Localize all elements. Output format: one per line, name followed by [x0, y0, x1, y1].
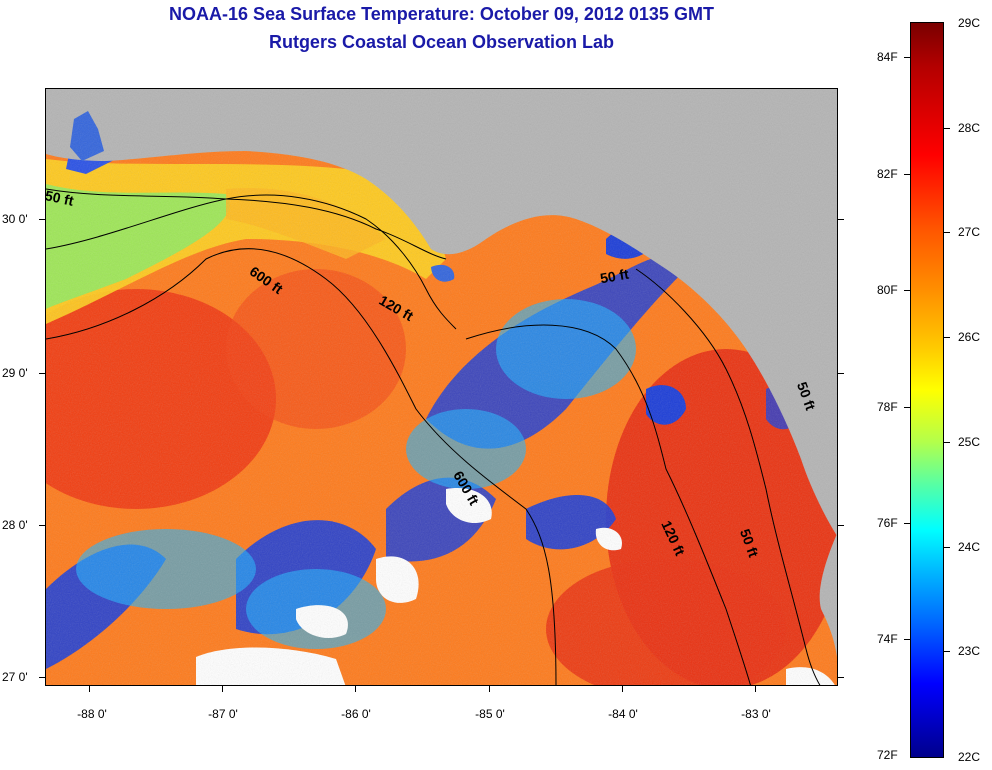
contour-50ft-east [635, 268, 821, 685]
colorbar-label-24c: 24C [958, 540, 981, 554]
lat-label-30: 30 0' [2, 212, 28, 226]
colorbar-label-22c: 22C [958, 750, 981, 764]
lon-label-84: -84 0' [608, 707, 638, 721]
colorbar-label-82f: 82F [877, 167, 898, 181]
colorbar-label-80f: 80F [877, 283, 898, 297]
colorbar-label-74f: 74F [877, 632, 898, 646]
lon-label-85: -85 0' [475, 707, 505, 721]
contour-120ft-east [465, 324, 751, 685]
colorbar-label-25c: 25C [958, 435, 981, 449]
colorbar-label-23c: 23C [958, 644, 981, 658]
temperature-colorbar [910, 22, 944, 758]
colorbar-label-72f: 72F [877, 748, 898, 762]
colorbar-label-27c: 27C [958, 225, 981, 239]
lon-label-83: -83 0' [741, 707, 771, 721]
colorbar-label-84f: 84F [877, 50, 898, 64]
colorbar-label-26c: 26C [958, 330, 981, 344]
lat-label-28: 28 0' [2, 518, 28, 532]
colorbar-label-28c: 28C [958, 121, 981, 135]
map-title: NOAA-16 Sea Surface Temperature: October… [169, 4, 714, 24]
colorbar-label-76f: 76F [877, 516, 898, 530]
contour-120ft-north [46, 194, 457, 330]
lon-label-86: -86 0' [341, 707, 371, 721]
lat-label-27: 27 0' [2, 670, 28, 684]
contour-600ft [46, 248, 557, 685]
colorbar-label-78f: 78F [877, 400, 898, 414]
lon-label-88: -88 0' [77, 707, 107, 721]
sst-map-graphic [46, 89, 837, 685]
lon-label-87: -87 0' [208, 707, 238, 721]
bathymetry-contours [46, 188, 821, 685]
contour-50ft-west [46, 188, 447, 260]
lat-label-29: 29 0' [2, 366, 28, 380]
colorbar-label-29c: 29C [958, 16, 981, 30]
sst-map [45, 88, 838, 686]
map-subtitle: Rutgers Coastal Ocean Observation Lab [268, 32, 615, 52]
